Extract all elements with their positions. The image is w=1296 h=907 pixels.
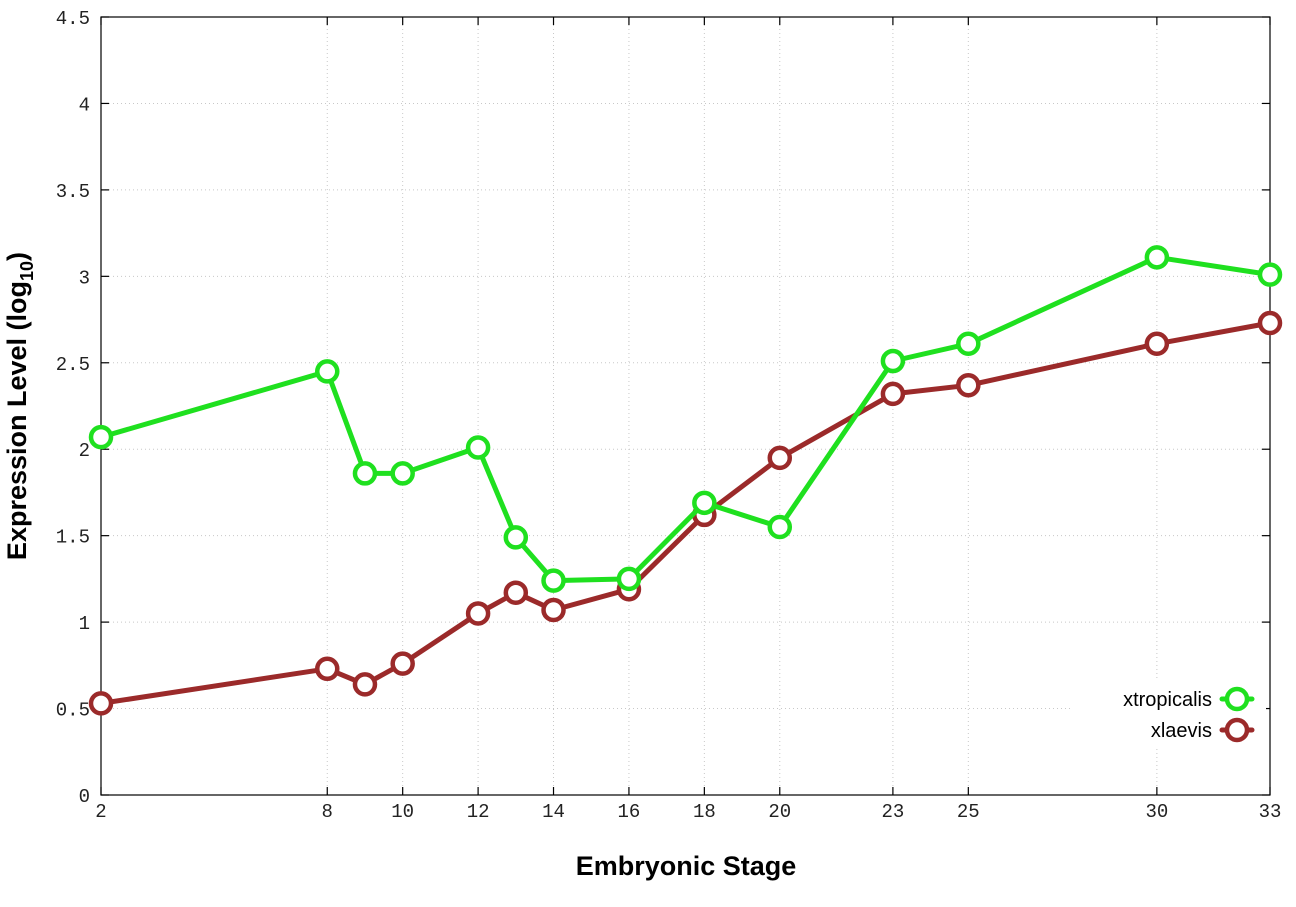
data-point-xtropicalis [1257, 262, 1283, 287]
y-tick-label: 4 [79, 94, 90, 116]
y-tick-label: 2 [79, 440, 90, 462]
data-point-xlaevis [541, 597, 566, 623]
data-point-xtropicalis [315, 359, 340, 384]
data-point-xtropicalis [880, 348, 906, 374]
legend-swatch-marker [1224, 686, 1250, 712]
y-tick-label: 3 [79, 267, 90, 289]
y-axis-title-main: Expression Level (log [2, 281, 32, 560]
y-tick-label: 3.5 [56, 181, 90, 203]
data-point-xtropicalis [465, 435, 491, 460]
data-point-xtropicalis [1144, 245, 1170, 270]
y-tick-label: 0.5 [56, 700, 90, 722]
x-tick-labels: 2 8 10 12 14 16 18 20 23 25 30 33 [95, 801, 1281, 823]
series-line-xlaevis [98, 320, 1273, 706]
data-point-xtropicalis [352, 461, 378, 486]
data-point-xtropicalis [503, 525, 529, 550]
data-point-xtropicalis [692, 490, 717, 516]
data-point-xlaevis [465, 601, 491, 626]
x-tick-label: 18 [693, 801, 716, 823]
legend-label: xlaevis [1151, 720, 1212, 742]
series-layer [88, 245, 1283, 716]
x-tick-label: 33 [1259, 801, 1282, 823]
legend-label: xtropicalis [1123, 689, 1212, 711]
data-point-xtropicalis [616, 566, 642, 592]
x-tick-label: 14 [542, 801, 565, 823]
series-xtropicalis [88, 245, 1283, 593]
x-tick-label: 8 [322, 801, 333, 823]
series-xlaevis [88, 310, 1283, 716]
x-tick-label: 12 [467, 801, 490, 823]
data-point-xtropicalis [541, 568, 566, 593]
legend: xtropicalis xlaevis [1072, 678, 1266, 748]
data-point-xtropicalis [88, 424, 114, 450]
x-tick-label: 30 [1145, 801, 1168, 823]
data-point-xlaevis [88, 691, 114, 716]
y-tick-label: 1.5 [56, 527, 90, 549]
data-point-xtropicalis [767, 514, 793, 540]
data-point-xtropicalis [390, 461, 415, 486]
y-axis-title-sub: 10 [17, 261, 37, 281]
y-tick-labels: 0 0.5 1 1.5 2 2.5 3 3.5 4 4.5 [56, 8, 90, 808]
data-point-xtropicalis [956, 331, 981, 357]
legend-entry-xlaevis: xlaevis [1151, 717, 1255, 743]
plot-frame [100, 16, 1271, 796]
x-tick-label: 20 [768, 801, 791, 823]
x-tick-label: 16 [618, 801, 641, 823]
y-axis-title-close: ) [2, 252, 32, 261]
y-tick-label: 4.5 [56, 8, 90, 30]
legend-swatch-marker [1224, 717, 1250, 743]
x-axis-title: Embryonic Stage [576, 851, 797, 881]
data-point-xlaevis [767, 445, 793, 471]
data-point-xlaevis [880, 381, 906, 407]
legend-entry-xtropicalis: xtropicalis [1123, 686, 1255, 712]
x-tick-label: 10 [391, 801, 414, 823]
y-tick-label: 1 [79, 613, 90, 635]
data-point-xlaevis [352, 672, 378, 697]
y-tick-label: 0 [79, 786, 90, 808]
y-axis-title: Expression Level (log10) [2, 252, 37, 560]
data-point-xlaevis [1144, 331, 1170, 357]
data-point-xlaevis [1257, 310, 1283, 336]
data-point-xlaevis [956, 373, 981, 398]
y-tick-label: 2.5 [56, 354, 90, 376]
data-point-xlaevis [503, 580, 529, 605]
x-tick-label: 2 [95, 801, 106, 823]
x-tick-label: 23 [881, 801, 904, 823]
data-point-xlaevis [390, 651, 415, 676]
x-tick-label: 25 [957, 801, 980, 823]
data-point-xlaevis [315, 656, 340, 682]
